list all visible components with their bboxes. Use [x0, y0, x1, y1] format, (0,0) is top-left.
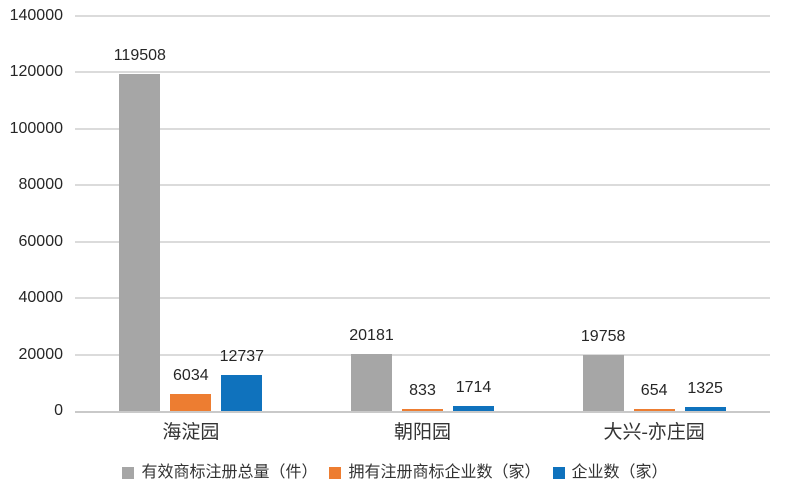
bar-value-label: 833	[409, 381, 436, 399]
bar	[402, 408, 443, 411]
y-axis-tick-label: 0	[54, 402, 63, 419]
y-axis: 0 20000 40000 60000 80000 100000 120000 140000	[0, 0, 63, 430]
bar	[582, 355, 624, 411]
bar	[453, 406, 494, 411]
gridline	[75, 184, 770, 187]
gridline	[75, 297, 770, 300]
y-axis-tick-label: 80000	[18, 176, 64, 194]
legend-item: 有效商标注册总量（件）	[122, 463, 317, 483]
bar-value-label: 654	[640, 382, 668, 399]
category-label: 大兴-亦庄园	[603, 422, 705, 443]
bar-value-label: 1714	[455, 379, 492, 397]
legend-label: 拥有注册商标企业数（家）	[348, 464, 541, 481]
gridline	[75, 240, 770, 243]
y-axis-tick-label: 140000	[9, 7, 63, 24]
bar	[633, 409, 675, 411]
plot-area: 119508 6034 12737 20181 833 1714 19758 654 1325	[75, 15, 770, 413]
legend-item: 拥有注册商标企业数（家）	[329, 463, 541, 483]
category-label: 朝阳园	[393, 422, 451, 443]
legend-label: 企业数（家）	[571, 464, 668, 481]
legend: 有效商标注册总量（件） 拥有注册商标企业数（家） 企业数（家）	[0, 463, 790, 483]
y-axis-tick-label: 120000	[9, 63, 63, 81]
bar-value-label: 1325	[687, 380, 723, 398]
bar-value-label: 6034	[173, 366, 209, 384]
legend-swatch	[552, 467, 565, 479]
category-label: 海淀园	[162, 422, 220, 443]
y-axis-tick-label: 40000	[18, 289, 64, 307]
y-axis-tick-label: 60000	[18, 232, 64, 250]
bar-value-label: 119508	[113, 46, 166, 64]
gridline	[75, 353, 770, 356]
bar	[221, 375, 263, 411]
legend-label: 有效商标注册总量（件）	[141, 464, 318, 481]
bar	[170, 393, 212, 411]
y-axis-tick-label: 100000	[9, 119, 63, 137]
bar	[119, 73, 161, 411]
legend-item: 企业数（家）	[552, 463, 668, 483]
legend-swatch	[122, 467, 135, 479]
bar-value-label: 19758	[580, 328, 626, 346]
bar	[351, 354, 392, 411]
legend-swatch	[329, 467, 342, 479]
gridline	[75, 127, 770, 130]
bar-value-label: 20181	[349, 327, 394, 345]
bar-value-label: 12737	[219, 348, 265, 366]
y-axis-tick-label: 20000	[18, 345, 64, 363]
bar	[684, 407, 726, 411]
gridline	[75, 15, 770, 17]
gridline	[75, 71, 770, 74]
